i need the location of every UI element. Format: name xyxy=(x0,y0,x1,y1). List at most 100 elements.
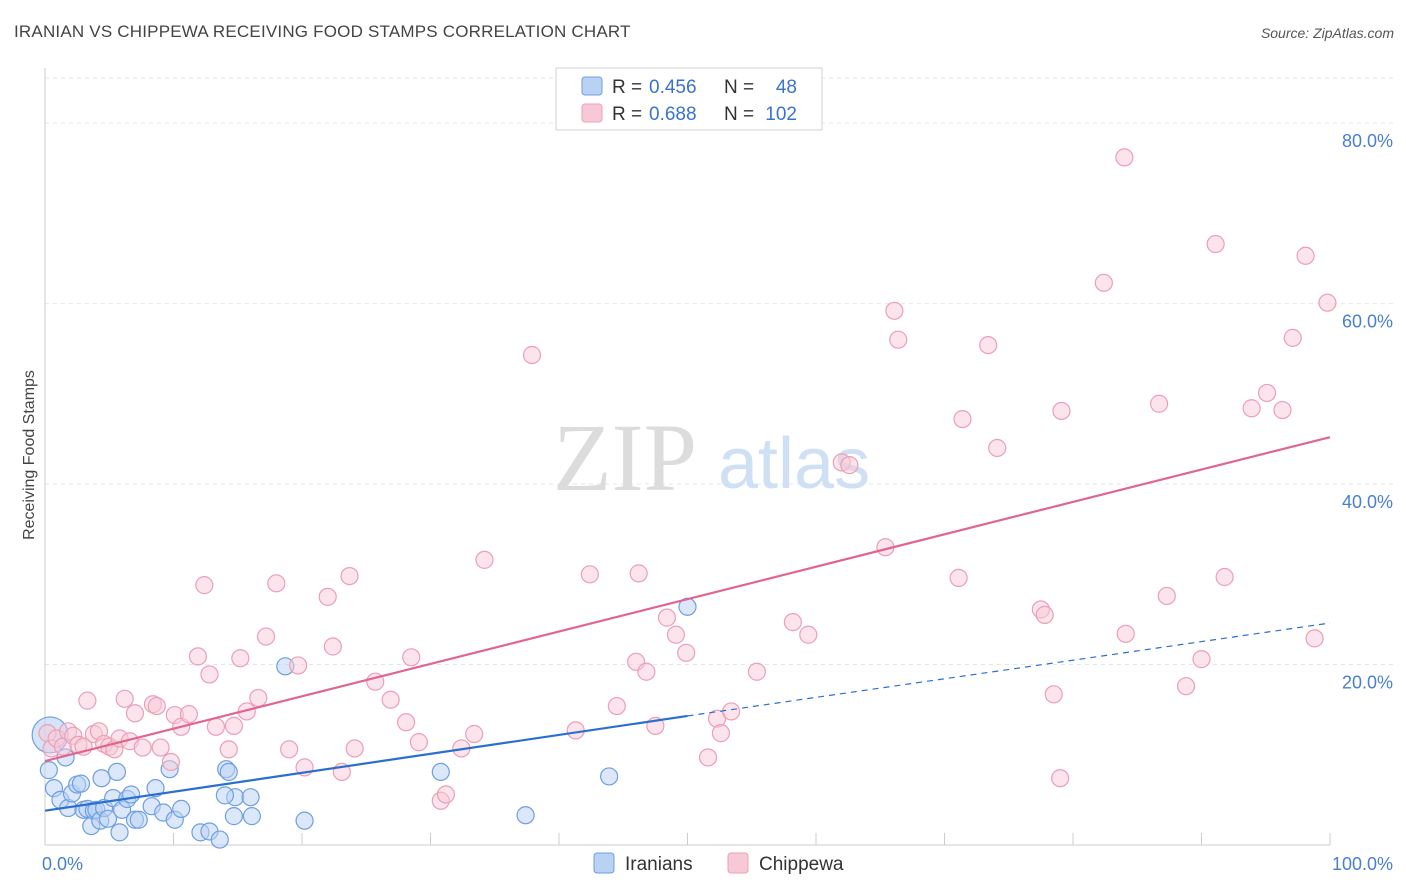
y-tick-label-1: 40.0% xyxy=(1342,492,1393,512)
trend-line-chippewa xyxy=(44,436,1331,763)
point-chippewa-17 xyxy=(125,704,145,723)
point-chippewa-49 xyxy=(409,733,429,752)
point-chippewa-91 xyxy=(1157,586,1176,606)
point-chippewa-51 xyxy=(436,785,456,804)
bottom-legend-label-chippewa: Chippewa xyxy=(759,854,844,875)
point-iranians-43 xyxy=(295,811,314,830)
point-chippewa-89 xyxy=(1115,148,1134,167)
data-points xyxy=(31,148,1337,849)
point-chippewa-58 xyxy=(607,696,626,716)
point-chippewa-96 xyxy=(1242,399,1261,418)
point-chippewa-8 xyxy=(78,691,97,710)
point-chippewa-15 xyxy=(115,689,134,708)
point-chippewa-95 xyxy=(1215,567,1234,587)
legend-r-label-chippewa: R = xyxy=(612,104,642,125)
y-tick-label-2: 60.0% xyxy=(1342,312,1393,332)
point-chippewa-27 xyxy=(195,576,214,595)
x-tick-label-0: 0.0% xyxy=(42,854,83,874)
point-iranians-44 xyxy=(431,762,450,782)
point-chippewa-21 xyxy=(151,738,170,757)
source-label: Source: ZipAtlas.com xyxy=(1260,25,1394,41)
point-chippewa-20 xyxy=(147,696,166,716)
y-tick-label-3: 80.0% xyxy=(1342,131,1393,151)
point-chippewa-63 xyxy=(657,608,677,627)
point-chippewa-70 xyxy=(747,662,766,681)
point-chippewa-57 xyxy=(580,565,599,584)
point-chippewa-76 xyxy=(885,301,904,320)
x-tick-labels: 0.0% 100.0% xyxy=(42,854,1393,874)
point-chippewa-55 xyxy=(522,345,542,365)
point-chippewa-97 xyxy=(1257,383,1277,403)
chart-title: IRANIAN VS CHIPPEWA RECEIVING FOOD STAMP… xyxy=(14,22,631,41)
point-iranians-40 xyxy=(241,788,260,807)
point-chippewa-35 xyxy=(256,627,276,646)
y-tick-labels: 20.0% 40.0% 60.0% 80.0% xyxy=(1342,131,1393,692)
point-chippewa-28 xyxy=(200,665,219,684)
legend-r-value-chippewa: 0.688 xyxy=(649,104,697,125)
point-chippewa-65 xyxy=(677,643,696,662)
point-chippewa-92 xyxy=(1176,677,1196,696)
point-chippewa-61 xyxy=(637,662,656,681)
bottom-legend: Iranians Chippewa xyxy=(593,852,844,875)
point-chippewa-26 xyxy=(188,647,208,666)
point-chippewa-38 xyxy=(289,656,308,675)
point-chippewa-40 xyxy=(318,587,337,606)
point-chippewa-101 xyxy=(1305,629,1324,648)
point-chippewa-31 xyxy=(224,716,243,735)
legend-n-label-chippewa: N = xyxy=(724,104,754,125)
point-chippewa-80 xyxy=(979,335,998,355)
point-iranians-41 xyxy=(242,807,261,826)
bottom-legend-swatch-chippewa xyxy=(727,852,749,874)
gridlines xyxy=(45,77,1393,666)
point-iranians-31 xyxy=(172,799,191,819)
point-chippewa-74 xyxy=(840,456,859,475)
legend-n-label-iranians: N = xyxy=(724,77,754,98)
point-chippewa-64 xyxy=(666,625,686,644)
legend-n-value-chippewa: 102 xyxy=(765,104,797,125)
point-chippewa-43 xyxy=(340,566,359,586)
point-iranians-19 xyxy=(107,762,127,782)
point-chippewa-100 xyxy=(1296,246,1315,265)
legend-swatch-chippewa xyxy=(581,103,603,123)
point-chippewa-29 xyxy=(206,717,226,736)
point-chippewa-30 xyxy=(219,740,238,759)
point-chippewa-78 xyxy=(949,568,968,588)
point-chippewa-90 xyxy=(1149,394,1169,413)
point-chippewa-77 xyxy=(889,330,908,349)
point-chippewa-79 xyxy=(953,409,972,429)
point-chippewa-87 xyxy=(1094,273,1113,292)
point-iranians-27 xyxy=(146,779,165,798)
point-chippewa-83 xyxy=(1035,605,1054,625)
legend-r-value-iranians: 0.456 xyxy=(649,77,697,98)
point-iranians-20 xyxy=(110,823,129,842)
point-iranians-39 xyxy=(215,786,234,805)
point-chippewa-84 xyxy=(1044,685,1063,704)
point-iranians-17 xyxy=(98,809,118,828)
legend-n-value-iranians: 48 xyxy=(776,77,797,98)
legend-r-label-iranians: R = xyxy=(612,77,642,98)
legend: R = 0.456 N = 48 R = 0.688 N = 102 xyxy=(555,67,823,131)
point-chippewa-36 xyxy=(267,574,286,593)
point-iranians-16 xyxy=(92,769,111,788)
point-chippewa-69 xyxy=(722,702,741,721)
point-chippewa-72 xyxy=(799,625,818,644)
point-chippewa-32 xyxy=(231,649,250,668)
point-iranians-34 xyxy=(210,830,229,849)
legend-swatch-iranians xyxy=(581,76,603,96)
y-tick-label-0: 20.0% xyxy=(1342,673,1393,693)
axes xyxy=(44,68,1331,846)
point-iranians-1 xyxy=(39,761,58,780)
bottom-legend-swatch-iranians xyxy=(593,852,615,874)
trend-line-iranians xyxy=(44,714,688,812)
point-chippewa-88 xyxy=(1116,624,1135,643)
point-iranians-36 xyxy=(219,762,238,782)
point-chippewa-25 xyxy=(179,705,199,724)
point-chippewa-37 xyxy=(280,740,299,759)
point-chippewa-60 xyxy=(629,564,648,583)
point-iranians-23 xyxy=(121,785,141,804)
point-chippewa-81 xyxy=(988,438,1007,458)
point-chippewa-34 xyxy=(249,688,268,708)
point-chippewa-86 xyxy=(1051,769,1070,788)
point-chippewa-48 xyxy=(402,648,421,667)
